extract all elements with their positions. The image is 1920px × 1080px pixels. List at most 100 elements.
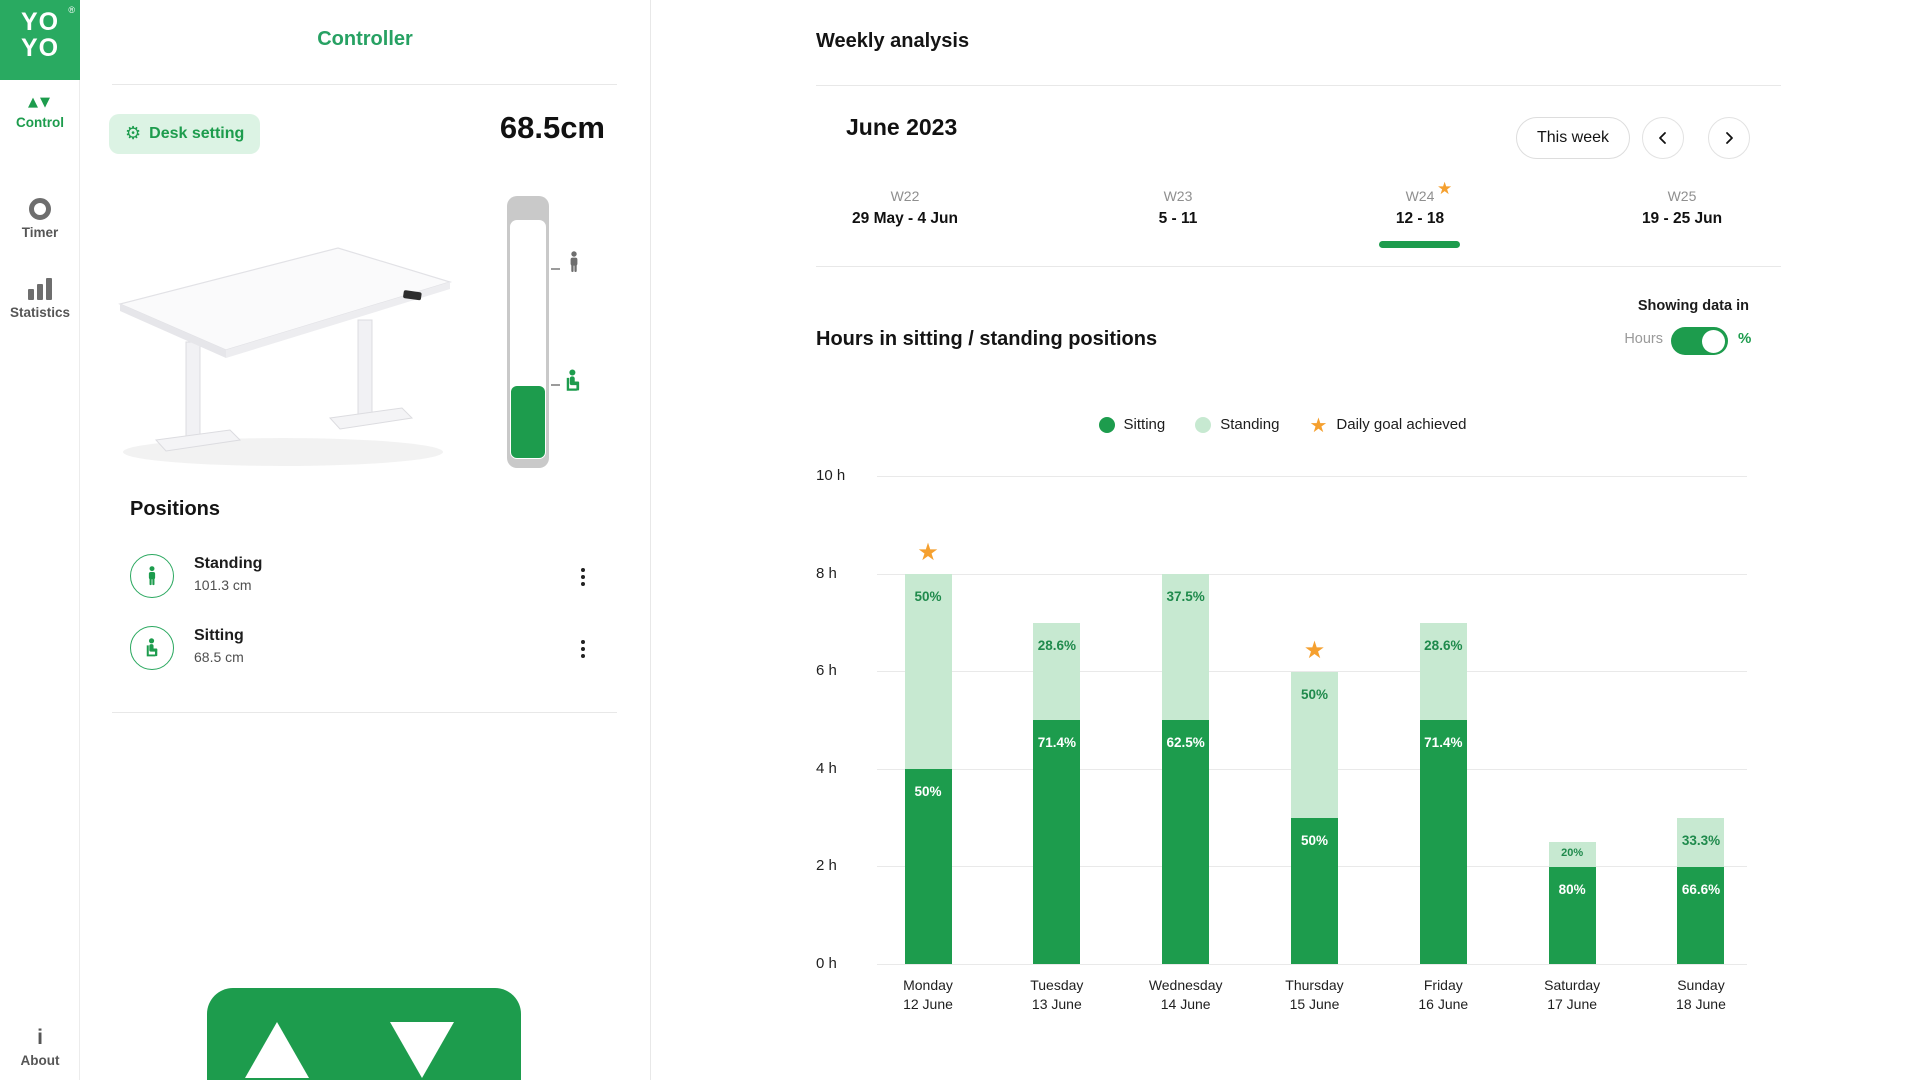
x-axis-label: Tuesday 13 June: [1030, 977, 1084, 1012]
sitting-segment: 66.6%: [1677, 866, 1725, 964]
y-axis-tick: 4 h: [816, 759, 837, 777]
standing-segment: 50%: [904, 574, 952, 769]
x-axis-label: Friday 16 June: [1418, 977, 1469, 1012]
x-axis-label: Saturday 17 June: [1544, 977, 1601, 1012]
sitting-segment: 50%: [904, 769, 952, 964]
position-name: Standing: [194, 555, 263, 572]
star-icon: ★: [1303, 635, 1326, 664]
star-icon: ★: [1309, 412, 1328, 437]
standing-segment: 28.6%: [1033, 622, 1081, 721]
gridline: [877, 476, 1747, 477]
position-row-standing[interactable]: Standing 101.3 cm: [130, 552, 600, 612]
desk-up-button[interactable]: [207, 988, 364, 1080]
position-row-sitting[interactable]: Sitting 68.5 cm: [130, 624, 600, 684]
x-axis-label: Monday 12 June: [903, 977, 953, 1012]
sidebar-item-control[interactable]: ▲▼ Control: [0, 95, 80, 130]
desk-down-button[interactable]: [364, 988, 521, 1080]
timer-icon: [29, 198, 51, 220]
prev-week-button[interactable]: [1642, 117, 1684, 159]
sitting-percent-label: 62.5%: [1166, 735, 1205, 751]
chart-bar: 20% 80%: [1548, 842, 1596, 964]
standing-segment: 28.6%: [1419, 622, 1467, 721]
this-week-button[interactable]: This week: [1516, 117, 1631, 159]
sidebar-item-statistics[interactable]: Statistics: [0, 278, 80, 320]
active-week-underline: [1379, 241, 1460, 248]
panel-divider: [650, 0, 651, 1080]
standing-percent-label: 50%: [1300, 686, 1328, 702]
y-axis-tick: 8 h: [816, 564, 837, 582]
sidebar: YO YO ® ▲▼ Control Timer Statistics i Ab…: [0, 0, 80, 1080]
standing-segment: 33.3%: [1677, 817, 1725, 867]
desk-setting-button[interactable]: ⚙ Desk setting: [109, 114, 261, 154]
month-label: June 2023: [846, 114, 958, 140]
legend-item-sitting: Sitting: [1098, 416, 1165, 433]
chart-legend: Sitting Standing ★ Daily goal achieved: [816, 412, 1749, 437]
sidebar-item-about[interactable]: i About: [0, 1027, 80, 1068]
standing-percent-label: 33.3%: [1681, 832, 1721, 848]
y-axis-tick: 2 h: [816, 857, 837, 875]
position-name: Sitting: [194, 627, 244, 644]
week-tab-w24[interactable]: W24 12 - 18: [1395, 188, 1445, 227]
sitting-percent-label: 80%: [1558, 881, 1586, 897]
sidebar-item-label: Timer: [21, 225, 59, 240]
gridline: [877, 573, 1747, 575]
desk-move-control: [207, 988, 521, 1080]
hours-toggle-label: Hours: [1624, 331, 1663, 347]
sitting-tick: [551, 384, 560, 386]
positions-heading: Positions: [130, 498, 221, 520]
up-triangle-icon: [245, 1022, 309, 1078]
divider: [112, 84, 617, 85]
chart-bar: 50% 50%: [904, 574, 952, 964]
sitting-percent-label: 50%: [1300, 832, 1328, 848]
sitting-segment: 50%: [1290, 817, 1338, 964]
slider-fill: [511, 386, 545, 458]
standing-percent-label: 50%: [914, 589, 942, 604]
kebab-menu-icon[interactable]: [574, 634, 592, 664]
chart-bar: 37.5% 62.5%: [1162, 574, 1210, 964]
desk-setting-label: Desk setting: [149, 125, 245, 142]
week-tab-w23[interactable]: W23 5 - 11: [1158, 188, 1198, 227]
statistics-icon: [0, 278, 80, 300]
standing-person-icon: [570, 251, 578, 272]
sidebar-item-label: About: [20, 1053, 60, 1068]
star-icon: ★: [1437, 179, 1453, 199]
week-tab-w25[interactable]: W25 19 - 25 Jun: [1641, 188, 1723, 227]
x-axis-label: Sunday 18 June: [1676, 977, 1726, 1012]
legend-dot-standing: [1195, 416, 1212, 433]
standing-percent-label: 20%: [1561, 847, 1584, 860]
standing-tick: [551, 268, 560, 270]
percent-toggle-label: %: [1738, 330, 1752, 347]
controller-title: Controller: [317, 28, 413, 50]
y-axis-tick: 10 h: [816, 467, 846, 485]
toggle-knob: [1702, 329, 1725, 353]
unit-toggle[interactable]: [1671, 327, 1728, 355]
sitting-percent-label: 71.4%: [1037, 735, 1076, 751]
sidebar-item-timer[interactable]: Timer: [0, 198, 80, 240]
height-slider[interactable]: [507, 196, 549, 468]
sitting-segment: 62.5%: [1162, 720, 1210, 964]
x-axis-label: Wednesday 14 June: [1148, 977, 1223, 1012]
logo-text: YO: [20, 8, 60, 36]
current-height-value: 68.5cm: [499, 110, 605, 145]
divider: [816, 266, 1781, 267]
y-axis-tick: 0 h: [816, 954, 837, 972]
chevron-left-icon: [1659, 132, 1666, 144]
sitting-percent-label: 71.4%: [1424, 735, 1463, 751]
next-week-button[interactable]: [1708, 117, 1750, 159]
legend-item-goal: ★ Daily goal achieved: [1309, 412, 1467, 437]
sidebar-item-label: Control: [16, 115, 64, 130]
weekly-chart: 10 h 8 h 6 h 4 h 2 h 0 h 50% 50% ★ Monday 12 June 2…: [816, 466, 1749, 1046]
legend-item-standing: Standing: [1195, 416, 1279, 433]
yoyo-logo: YO YO ®: [0, 0, 80, 80]
kebab-menu-icon[interactable]: [574, 562, 592, 592]
registered-mark: ®: [68, 5, 75, 15]
position-height: 68.5 cm: [194, 649, 244, 665]
divider: [816, 85, 1781, 86]
chevron-right-icon: [1726, 132, 1733, 144]
week-tab-w22[interactable]: W22 29 May - 4 Jun: [852, 188, 958, 227]
standing-percent-label: 37.5%: [1166, 589, 1205, 604]
legend-dot-sitting: [1098, 416, 1115, 433]
desk-image: [118, 247, 453, 466]
sitting-person-icon: [566, 369, 580, 391]
up-down-arrows-icon: ▲▼: [28, 95, 52, 110]
